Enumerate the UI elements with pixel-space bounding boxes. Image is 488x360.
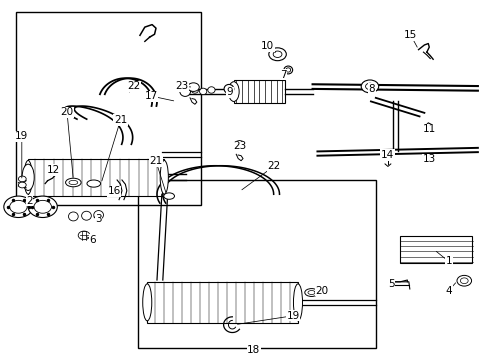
Ellipse shape	[24, 161, 32, 194]
Text: 16: 16	[107, 186, 121, 197]
Text: 22: 22	[127, 81, 140, 91]
Ellipse shape	[160, 161, 168, 194]
Circle shape	[10, 201, 27, 213]
Circle shape	[273, 51, 282, 58]
Ellipse shape	[224, 85, 233, 93]
Text: 2: 2	[26, 196, 33, 206]
Text: 22: 22	[266, 161, 280, 171]
Bar	[147, 282, 297, 323]
Ellipse shape	[284, 66, 292, 74]
Circle shape	[268, 48, 286, 61]
Circle shape	[459, 278, 467, 284]
Text: 18: 18	[246, 345, 260, 355]
Text: 6: 6	[89, 235, 96, 245]
Bar	[16, 12, 201, 205]
Circle shape	[34, 201, 51, 213]
Ellipse shape	[199, 88, 206, 95]
Circle shape	[456, 275, 470, 286]
Circle shape	[187, 83, 199, 91]
Circle shape	[365, 83, 373, 90]
Text: 3: 3	[95, 214, 102, 224]
Text: 21: 21	[149, 157, 163, 166]
Ellipse shape	[68, 212, 78, 221]
Ellipse shape	[22, 164, 34, 190]
Ellipse shape	[228, 82, 239, 102]
Text: 14: 14	[380, 150, 393, 160]
Bar	[137, 180, 375, 348]
Ellipse shape	[307, 291, 315, 294]
Text: 19: 19	[15, 131, 28, 141]
Circle shape	[28, 196, 57, 217]
Circle shape	[19, 182, 26, 188]
Text: 23: 23	[175, 81, 188, 91]
Ellipse shape	[180, 86, 190, 96]
Ellipse shape	[142, 284, 151, 321]
Bar	[233, 80, 285, 103]
Text: 1: 1	[445, 256, 451, 266]
Text: 9: 9	[226, 87, 233, 98]
Ellipse shape	[423, 156, 432, 163]
Circle shape	[381, 150, 393, 159]
Text: 11: 11	[422, 124, 435, 134]
Text: 5: 5	[387, 279, 394, 289]
Ellipse shape	[304, 289, 318, 296]
Ellipse shape	[94, 211, 103, 220]
Text: 13: 13	[422, 154, 435, 164]
Text: 7: 7	[280, 69, 286, 80]
Text: 21: 21	[114, 115, 127, 125]
Circle shape	[19, 176, 26, 182]
Ellipse shape	[163, 193, 174, 199]
Ellipse shape	[191, 87, 198, 93]
Text: 4: 4	[445, 286, 451, 296]
Ellipse shape	[81, 211, 91, 220]
Ellipse shape	[65, 178, 81, 187]
Text: 15: 15	[404, 30, 417, 40]
Bar	[28, 158, 164, 196]
Text: 19: 19	[286, 311, 299, 321]
Text: 20: 20	[61, 107, 73, 117]
Circle shape	[78, 231, 90, 240]
Text: 10: 10	[261, 41, 274, 51]
Circle shape	[233, 141, 245, 149]
Text: 20: 20	[315, 286, 328, 296]
Ellipse shape	[207, 87, 215, 93]
Circle shape	[361, 80, 378, 93]
Text: 17: 17	[144, 91, 158, 101]
Bar	[399, 236, 471, 263]
Ellipse shape	[425, 157, 430, 161]
Ellipse shape	[87, 180, 101, 187]
Text: 12: 12	[47, 165, 61, 175]
Ellipse shape	[69, 180, 78, 185]
Text: 23: 23	[233, 141, 246, 151]
Circle shape	[4, 196, 33, 217]
Ellipse shape	[293, 284, 302, 321]
Ellipse shape	[285, 68, 290, 72]
Text: 8: 8	[368, 84, 374, 94]
